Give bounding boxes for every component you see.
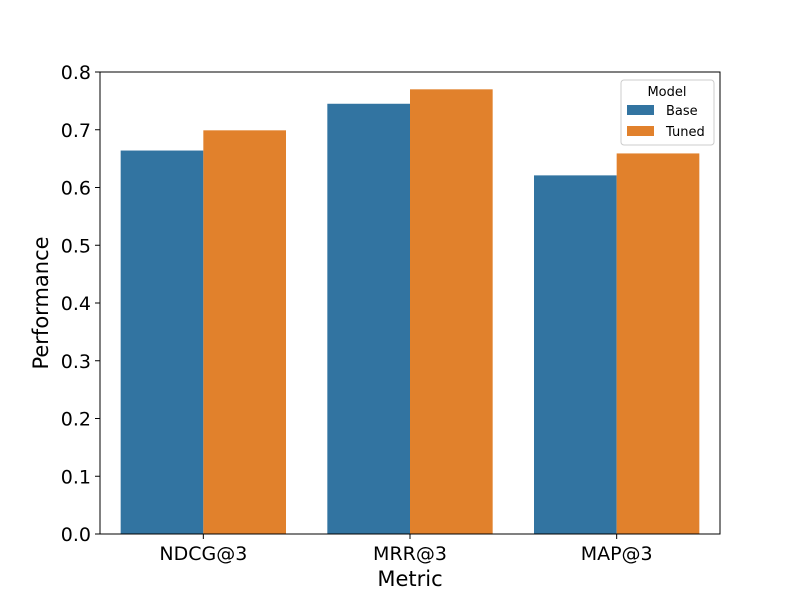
y-tick-label: 0.7 (61, 120, 91, 142)
legend-swatch-tuned (627, 126, 654, 136)
legend: Model Base Tuned (620, 79, 715, 146)
y-axis-title: Performance (29, 236, 53, 369)
y-tick-label: 0.4 (61, 293, 91, 315)
y-tick-label: 0.3 (61, 351, 91, 373)
y-tick-label: 0.5 (61, 235, 91, 257)
bars-layer (120, 89, 700, 535)
x-tick-label: MRR@3 (373, 543, 447, 565)
bar-tuned-ndcg3 (203, 130, 286, 534)
bar-tuned-map3 (616, 153, 700, 535)
x-tick-label: MAP@3 (581, 543, 653, 565)
legend-title: Model (647, 85, 686, 100)
bar-tuned-mrr3 (410, 89, 493, 534)
bar-base-mrr3 (327, 103, 410, 534)
x-axis-title: Metric (377, 567, 442, 591)
x-tick-label: NDCG@3 (159, 543, 247, 565)
legend-label-tuned: Tuned (665, 125, 705, 140)
y-axis: 0.0 0.1 0.2 0.3 0.4 0.5 0.6 0.7 0.8 (61, 62, 100, 546)
y-tick-label: 0.6 (61, 178, 91, 200)
x-axis: NDCG@3 MRR@3 MAP@3 (159, 534, 653, 565)
y-tick-label: 0.1 (61, 466, 91, 488)
legend-label-base: Base (666, 104, 698, 119)
bar-base-map3 (534, 175, 617, 534)
bar-base-ndcg3 (120, 150, 204, 535)
legend-swatch-base (627, 105, 654, 115)
y-tick-label: 0.0 (61, 524, 91, 546)
y-tick-label: 0.2 (61, 409, 91, 431)
y-tick-label: 0.8 (61, 62, 91, 84)
